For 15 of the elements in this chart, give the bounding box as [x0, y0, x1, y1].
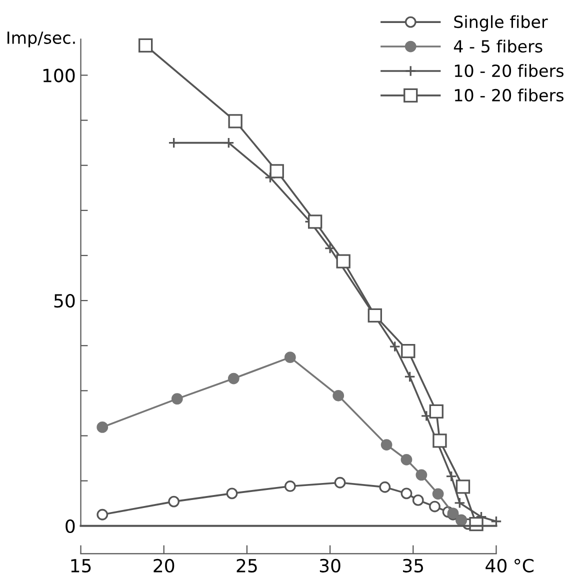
x-tick-label: 25 — [236, 558, 257, 573]
y-tick-label: 0 — [66, 519, 75, 534]
x-tick-label: 15 — [71, 559, 91, 573]
x-tick-label: 20 — [154, 558, 174, 573]
y-tick-label: 50 — [54, 294, 75, 308]
x-tick-label: 30 — [320, 558, 340, 573]
y-axis-title: Imp/sec. — [8, 32, 75, 48]
legend-label: Single fiber — [454, 15, 548, 32]
legend-label: 4 - 5 fibers — [454, 40, 542, 53]
x-tick-label: 35 — [403, 558, 424, 573]
y-tick-label: 100 — [43, 68, 75, 82]
legend-label: 10 - 20 fibers — [454, 88, 564, 102]
legend-label: 10 - 20 fibers — [454, 64, 564, 78]
x-axis-title: °C — [514, 558, 534, 572]
x-tick-label: 40 — [486, 558, 507, 573]
